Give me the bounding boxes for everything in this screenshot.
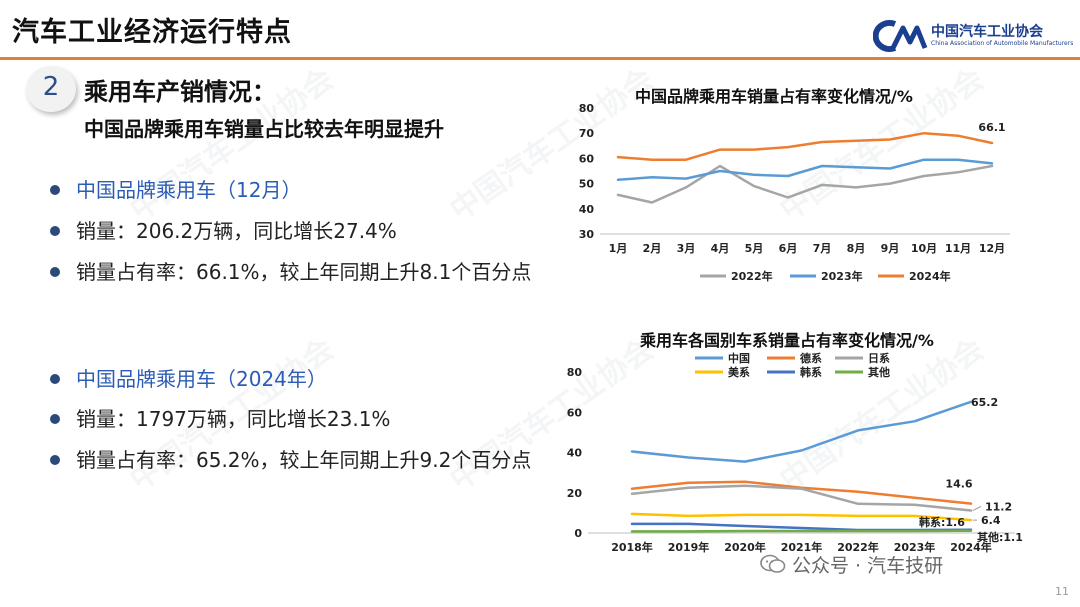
legend-label: 其他 — [868, 365, 890, 379]
wechat-account: 公众号 · 汽车技研 — [792, 555, 944, 577]
page-number: 11 — [1055, 585, 1069, 598]
y-tick-label: 20 — [567, 487, 583, 500]
series-line-其他 — [630, 529, 973, 533]
x-tick-label: 6月 — [779, 242, 798, 255]
series-line-日系 — [630, 484, 973, 512]
x-tick-label: 2023年 — [894, 540, 936, 554]
x-tick-label: 9月 — [881, 242, 900, 255]
chart1-svg: 30 40 50 60 70 80 1月 2月 3月 4月 5月 6月 7月 8月 9月 10月 11月 12月 2… — [579, 102, 1010, 283]
section-title: 乘用车产销情况： — [84, 78, 276, 106]
series-line-2022年 — [616, 164, 994, 204]
bullet-text: 销量占有率：66.1%，较上年同期上升8.1个百分点 — [76, 260, 532, 284]
legend-label: 2024年 — [909, 269, 951, 283]
legend-label: 德系 — [799, 351, 822, 365]
series-line-德系 — [630, 480, 973, 505]
y-tick-label: 60 — [567, 406, 583, 419]
bullet-text: 中国品牌乘用车（12月） — [76, 178, 302, 202]
data-label: 14.6 — [945, 478, 972, 491]
legend-label: 中国 — [728, 351, 750, 365]
bullet-item: 销量：1797万辆，同比增长23.1% — [46, 401, 546, 437]
series-line-中国 — [630, 400, 973, 463]
x-tick-label: 4月 — [711, 242, 730, 255]
chart2-svg: 0 20 40 60 80 2018年 2019年 2020年 2021年 2022年 2023年 2… — [567, 351, 1023, 554]
logo-en-text: China Association of Automobile Manufact… — [931, 40, 1074, 47]
y-tick-label: 50 — [579, 178, 595, 191]
x-tick-label: 2020年 — [724, 540, 766, 554]
section-subtitle: 中国品牌乘用车销量占比较去年明显提升 — [84, 117, 444, 141]
data-label: 11.2 — [985, 500, 1012, 513]
y-tick-label: 40 — [579, 203, 595, 216]
y-tick-label: 70 — [579, 127, 595, 140]
legend-label: 2023年 — [821, 269, 863, 283]
annotation-leader — [972, 506, 982, 511]
bullet-item: 中国品牌乘用车（12月） — [46, 172, 546, 208]
x-tick-label: 2019年 — [668, 540, 710, 554]
header: 汽车工业经济运行特点 中国汽车工业协会 China Association of… — [0, 0, 1080, 60]
y-tick-label: 0 — [574, 527, 582, 540]
series-line-美系 — [630, 512, 973, 522]
x-tick-label: 2018年 — [611, 540, 653, 554]
logo-cn-text: 中国汽车工业协会 — [931, 24, 1043, 40]
bullet-item: 中国品牌乘用车（2024年） — [46, 361, 546, 397]
x-tick-label: 10月 — [911, 242, 937, 255]
y-tick-label: 80 — [567, 366, 583, 379]
legend-label: 日系 — [868, 351, 890, 365]
data-label: 韩系:1.6 — [919, 515, 965, 529]
x-tick-label: 2022年 — [837, 540, 879, 554]
bullet-dot — [50, 374, 60, 384]
chart2-title: 乘用车各国别车系销量占有率变化情况/% — [640, 331, 934, 350]
section-number-badge: 2 — [26, 66, 76, 112]
bullet-dot — [50, 267, 60, 277]
bullet-item: 销量：206.2万辆，同比增长27.4% — [46, 213, 546, 249]
caam-logo-icon — [873, 20, 928, 52]
bullet-text: 中国品牌乘用车（2024年） — [76, 367, 327, 391]
y-tick-label: 30 — [579, 228, 595, 241]
legend-label: 美系 — [728, 365, 750, 379]
chart1-title: 中国品牌乘用车销量占有率变化情况/% — [635, 87, 913, 106]
wechat-icon — [760, 554, 786, 573]
data-label: 66.1 — [978, 121, 1005, 134]
data-label: 6.4 — [981, 514, 1001, 527]
page-title: 汽车工业经济运行特点 — [12, 17, 292, 48]
bullet-dot — [50, 414, 60, 424]
bullet-text: 销量：206.2万辆，同比增长27.4% — [76, 219, 397, 243]
data-label: 其他:1.1 — [977, 530, 1023, 544]
x-tick-label: 5月 — [745, 242, 764, 255]
bullet-text: 销量：1797万辆，同比增长23.1% — [76, 407, 391, 431]
x-tick-label: 2月 — [643, 242, 662, 255]
header-divider — [0, 57, 1080, 60]
x-tick-label: 11月 — [945, 242, 971, 255]
bullet-item: 销量占有率：66.1%，较上年同期上升8.1个百分点 — [46, 254, 546, 330]
x-tick-label: 7月 — [813, 242, 832, 255]
y-tick-label: 80 — [579, 102, 595, 115]
bullet-dot — [50, 185, 60, 195]
legend-label: 2022年 — [731, 269, 773, 283]
series-line-2024年 — [616, 131, 994, 161]
caam-logo: 中国汽车工业协会 China Association of Automobile… — [873, 18, 1073, 52]
bullet-dot — [50, 226, 60, 236]
data-label: 65.2 — [971, 396, 998, 409]
x-tick-label: 3月 — [677, 242, 696, 255]
bullet-text: 销量占有率：65.2%，较上年同期上升9.2个百分点 — [76, 448, 532, 472]
y-tick-label: 40 — [567, 447, 583, 460]
x-tick-label: 8月 — [847, 242, 866, 255]
bullet-item: 销量占有率：65.2%，较上年同期上升9.2个百分点 — [46, 442, 546, 518]
bullet-dot — [50, 455, 60, 465]
x-tick-label: 1月 — [609, 242, 628, 255]
series-line-2023年 — [616, 158, 994, 182]
section-number: 2 — [42, 72, 60, 102]
x-tick-label: 2021年 — [781, 540, 823, 554]
legend-label: 韩系 — [800, 365, 822, 379]
x-tick-label: 2024年 — [950, 540, 992, 554]
y-tick-label: 60 — [579, 152, 595, 165]
x-tick-label: 12月 — [979, 242, 1005, 255]
